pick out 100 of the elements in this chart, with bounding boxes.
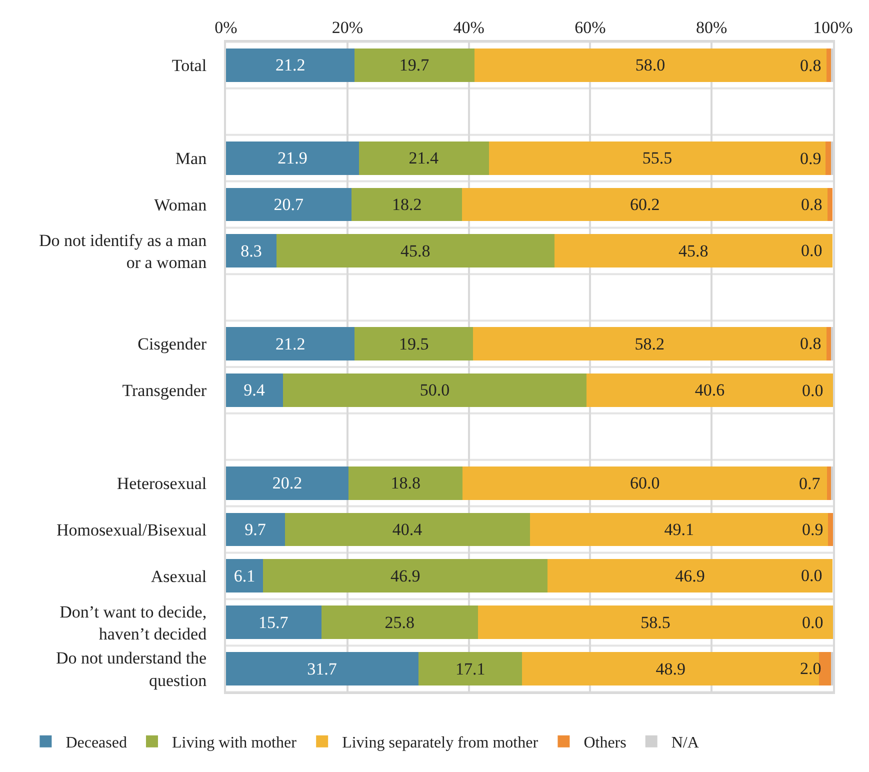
bar: [226, 234, 276, 268]
data-label: 20.2: [272, 474, 302, 493]
y-tick-label: Homosexual/Bisexual: [56, 520, 207, 540]
bar: [226, 652, 418, 686]
data-label: 31.7: [307, 659, 338, 678]
data-label: 40.4: [392, 520, 423, 539]
data-label: 48.9: [656, 659, 686, 678]
data-label: 21.2: [275, 56, 306, 75]
bar: [826, 48, 832, 82]
data-label: 46.9: [390, 566, 420, 586]
data-label: 49.1: [664, 520, 694, 539]
data-label: 0.0: [801, 241, 822, 260]
bar: [226, 374, 284, 407]
bar: [488, 141, 826, 175]
x-tick-label: 100%: [813, 18, 853, 38]
bar: [226, 48, 355, 82]
data-label: 0.0: [801, 566, 822, 585]
data-label: 0.0: [802, 381, 824, 400]
bar: [354, 48, 474, 82]
bar: [462, 466, 827, 500]
data-label: 58.2: [634, 334, 665, 354]
bar: [819, 652, 832, 686]
data-label: 15.7: [258, 612, 289, 632]
data-label: 0.8: [800, 334, 822, 353]
data-label: 21.9: [278, 148, 308, 168]
y-tick-label: Do not identify as a man or a woman: [38, 230, 208, 272]
data-label: 0.9: [802, 520, 824, 539]
x-tick-label: 0%: [214, 18, 238, 38]
data-label: 0.8: [800, 56, 822, 75]
data-label: 58.5: [640, 612, 670, 632]
data-label: 55.5: [642, 148, 672, 168]
legend-label: Deceased: [66, 734, 127, 752]
data-label: 0.9: [800, 149, 822, 168]
bar: [284, 512, 530, 546]
data-label: 19.7: [399, 56, 430, 75]
bar: [276, 234, 554, 268]
bar: [321, 606, 478, 640]
data-label: 17.1: [455, 659, 486, 678]
x-tick-label: 60%: [574, 18, 606, 38]
data-label: 18.2: [392, 195, 422, 214]
bar: [352, 188, 462, 222]
data-label: 19.5: [398, 334, 429, 354]
data-label: 9.4: [244, 380, 266, 400]
data-label: 6.1: [234, 566, 256, 586]
bar: [554, 234, 832, 268]
bar: [828, 188, 832, 222]
x-tick-label: 40%: [453, 18, 484, 38]
y-tick-label: Woman: [154, 195, 208, 214]
data-label: 60.2: [630, 195, 660, 214]
data-label: 18.8: [390, 474, 421, 493]
bar: [826, 327, 832, 360]
bar: [226, 327, 355, 360]
bar: [263, 559, 548, 593]
data-label: 0.0: [802, 613, 824, 632]
bar: [226, 559, 264, 593]
y-tick-label: Cisgender: [138, 334, 207, 354]
bar: [530, 512, 828, 546]
y-tick-label: Total: [172, 56, 207, 76]
data-label: 8.3: [240, 241, 262, 260]
bar: [548, 559, 832, 593]
data-label: 20.7: [274, 195, 304, 214]
data-label: 21.4: [408, 148, 440, 168]
legend-label: Living separately from mother: [342, 734, 539, 752]
legend-label: Others: [584, 734, 626, 752]
data-label: 50.0: [420, 380, 450, 400]
bar: [226, 606, 322, 640]
bar: [283, 374, 587, 407]
legend-label: Living with mother: [172, 734, 298, 752]
legend-label: N/A: [671, 734, 700, 752]
y-tick-label: Heterosexual: [116, 474, 207, 494]
y-tick-label: Don’t want to decide, haven’t decided: [60, 602, 208, 644]
bar: [354, 327, 474, 360]
y-tick-label: Do not understand the question: [56, 648, 208, 690]
bar: [226, 512, 285, 546]
data-label: 40.6: [694, 380, 725, 400]
bar: [473, 327, 826, 360]
data-label: 45.8: [678, 241, 708, 260]
bar: [226, 188, 352, 222]
bar: [358, 141, 489, 175]
bar: [226, 141, 359, 175]
bar: [348, 466, 463, 500]
bar: [226, 466, 349, 500]
x-tick-label: 80%: [696, 18, 728, 38]
bar: [826, 466, 832, 500]
bar: [418, 652, 522, 686]
x-tick-label: 20%: [332, 18, 363, 38]
data-label: 0.7: [799, 474, 821, 493]
bar: [478, 606, 833, 640]
data-label: 0.8: [801, 195, 822, 214]
data-label: 25.8: [384, 612, 414, 632]
data-label: 46.9: [675, 566, 705, 586]
data-label: 21.2: [275, 334, 306, 354]
data-label: 9.7: [244, 520, 266, 539]
data-label: 45.8: [400, 241, 430, 260]
y-tick-label: Transgender: [122, 381, 207, 400]
data-label: 58.0: [635, 56, 666, 75]
bar: [826, 141, 832, 175]
bar: [586, 374, 833, 407]
bar: [474, 48, 826, 82]
bar: [462, 188, 828, 222]
